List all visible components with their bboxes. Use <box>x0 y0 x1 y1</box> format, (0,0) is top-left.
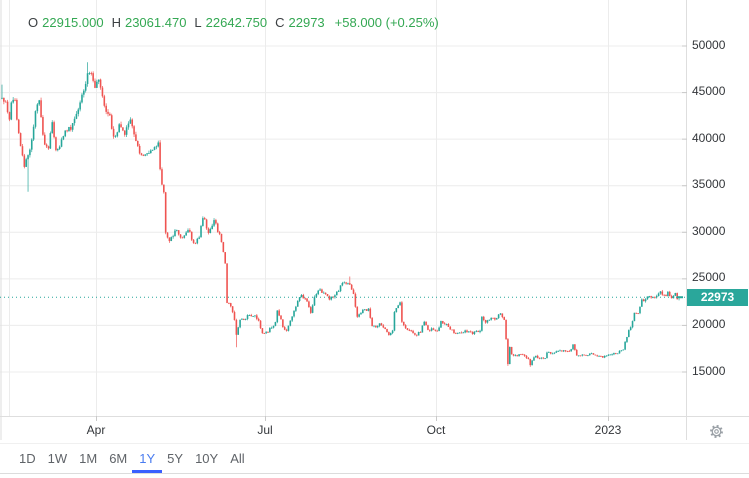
range-button-6m[interactable]: 6M <box>109 444 127 473</box>
range-toolbar: 1D 1W 1M 6M 1Y 5Y 10Y All <box>0 443 749 474</box>
y-axis-label: 40000 <box>692 130 726 145</box>
range-button-5y[interactable]: 5Y <box>167 444 183 473</box>
range-button-1m[interactable]: 1M <box>79 444 97 473</box>
y-axis-label: 50000 <box>692 37 726 52</box>
close-label: C <box>275 15 285 30</box>
x-axis-label: Apr <box>86 423 106 437</box>
ohlc-legend: O 22915.000 H 23061.470 L 22642.750 C 22973 +58.… <box>28 15 439 30</box>
y-axis-label: 30000 <box>692 223 726 238</box>
x-axis-label: 2023 <box>594 423 622 437</box>
last-price-badge: 22973 <box>687 288 748 306</box>
range-button-1d[interactable]: 1D <box>19 444 36 473</box>
low-value: 22642.750 <box>205 15 268 30</box>
open-label: O <box>28 15 39 30</box>
range-button-all[interactable]: All <box>230 444 244 473</box>
y-axis-label: 45000 <box>692 84 726 99</box>
x-axis-label: Jul <box>257 423 273 437</box>
x-axis-label: Oct <box>426 423 446 437</box>
open-value: 22915.000 <box>42 15 104 30</box>
candlestick-canvas[interactable] <box>0 0 749 443</box>
y-axis-label: 25000 <box>692 270 726 285</box>
close-value: 22973 <box>288 15 325 30</box>
y-axis-label: 20000 <box>692 316 726 331</box>
y-axis-label: 15000 <box>692 363 726 378</box>
range-button-1y[interactable]: 1Y <box>132 444 163 473</box>
change-value: +58.000 (+0.25%) <box>334 15 439 30</box>
low-label: L <box>194 15 202 30</box>
high-value: 23061.470 <box>124 15 187 30</box>
range-button-1w[interactable]: 1W <box>48 444 68 473</box>
settings-gear-icon[interactable] <box>708 423 725 440</box>
y-axis-label: 35000 <box>692 177 726 192</box>
range-button-10y[interactable]: 10Y <box>195 444 218 473</box>
high-label: H <box>111 15 121 30</box>
